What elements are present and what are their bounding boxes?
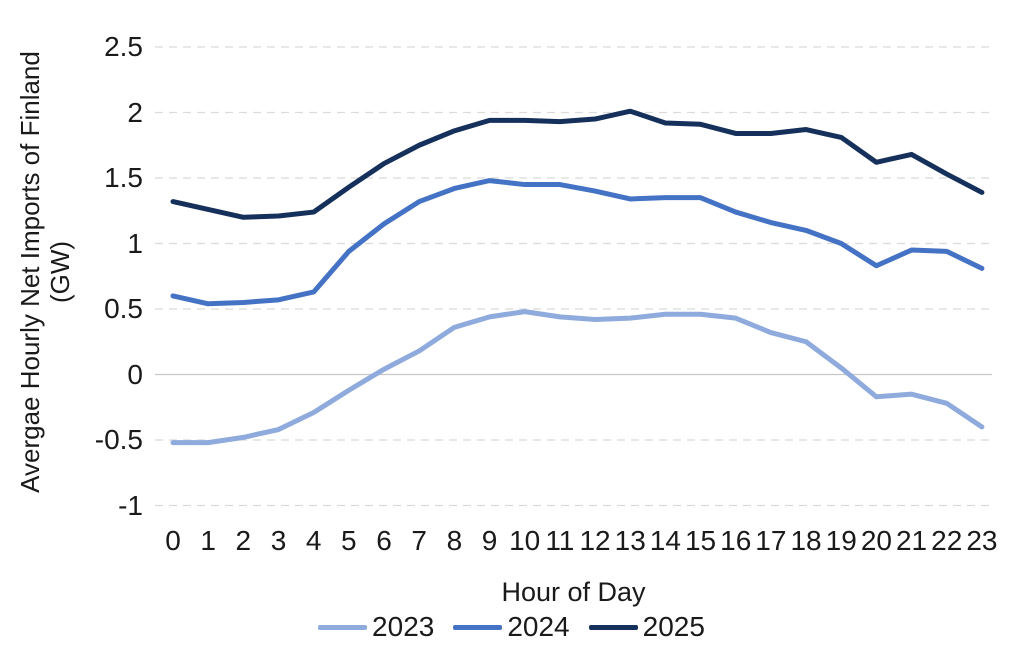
x-tick-label-2: 2 <box>235 525 252 556</box>
y-tick-label-1.5: 1.5 <box>104 162 143 193</box>
x-tick-label-13: 13 <box>614 525 646 556</box>
y-tick-label-0.5: 0.5 <box>104 293 143 324</box>
x-tick-label-1: 1 <box>200 525 216 556</box>
legend-entry-2023: 2023 <box>318 613 434 641</box>
legend-label-2025: 2025 <box>642 611 705 642</box>
legend-label-2024: 2024 <box>507 611 570 642</box>
series-line-2025 <box>170 108 985 220</box>
legend-line-swatch-2023 <box>318 624 368 630</box>
y-tick-label--1: -1 <box>118 489 143 521</box>
x-tick-label-21: 21 <box>895 525 928 556</box>
x-tick-label-8: 8 <box>446 525 463 556</box>
x-tick-label-16: 16 <box>720 525 752 556</box>
legend-entry-2025: 2025 <box>588 611 705 642</box>
x-tick-label-12: 12 <box>579 525 611 556</box>
x-tick-label-20: 20 <box>860 525 892 556</box>
x-tick-label-18: 18 <box>790 525 822 556</box>
legend-line-swatch-2025 <box>588 624 638 630</box>
x-tick-label-19: 19 <box>825 525 857 556</box>
x-tick-label-3: 3 <box>270 525 287 556</box>
x-tick-label-23: 23 <box>966 525 998 556</box>
x-tick-label-15: 15 <box>684 525 717 556</box>
x-tick-label-11: 11 <box>545 525 575 556</box>
x-tick-label-9: 9 <box>481 525 498 556</box>
y-axis-title-line2: (GW) <box>45 240 75 304</box>
y-tick-label-0: 0 <box>127 358 143 390</box>
x-tick-label-7: 7 <box>411 525 427 556</box>
series-line-2024 <box>170 178 985 307</box>
x-tick-label-10: 10 <box>509 525 541 556</box>
x-tick-label-6: 6 <box>376 525 392 556</box>
legend-entry-2024: 2024 <box>453 611 570 642</box>
y-tick-label-2.5: 2.5 <box>104 31 143 62</box>
x-tick-label-4: 4 <box>305 525 322 556</box>
x-tick-label-0: 0 <box>165 525 181 556</box>
y-tick-label-1: 1 <box>127 227 143 259</box>
x-tick-label-17: 17 <box>755 525 787 556</box>
x-tick-label-14: 14 <box>649 525 681 556</box>
y-tick-label-2: 2 <box>127 96 143 128</box>
y-axis-title-line1: Avergae Hourly Net Imports of Finland <box>15 51 45 493</box>
y-tick-label--0.5: -0.5 <box>94 424 143 455</box>
y-axis-title: Avergae Hourly Net Imports of Finland (G… <box>15 0 75 572</box>
legend-line-swatch-2024 <box>453 624 503 630</box>
legend-label-2023: 2023 <box>372 611 435 642</box>
series-line-2023 <box>170 309 985 446</box>
x-axis-title: Hour of Day <box>501 577 646 607</box>
x-tick-label-5: 5 <box>341 525 357 556</box>
x-tick-label-22: 22 <box>931 525 963 556</box>
chart-legend: 2023 2024 2025 <box>0 613 1023 641</box>
